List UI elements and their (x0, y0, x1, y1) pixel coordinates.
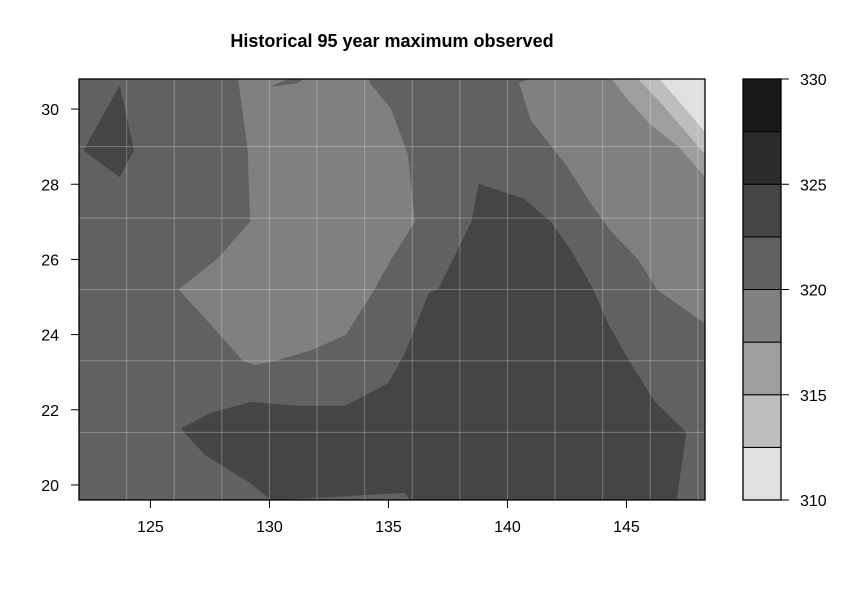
colorbar-swatch (742, 446, 782, 501)
colorbar-swatch (742, 341, 782, 396)
y-axis: 20 22 24 26 28 30 (41, 102, 79, 495)
x-tick-label: 135 (375, 519, 402, 536)
colorbar-tick-label: 320 (800, 283, 827, 300)
colorbar-swatch (742, 131, 782, 185)
plot-frame (78, 78, 706, 501)
colorbar-tick-label: 310 (800, 493, 827, 510)
y-tick-label: 20 (41, 478, 59, 495)
colorbar-swatch (742, 78, 782, 133)
contour-regions (79, 79, 705, 500)
colorbar-swatch (742, 236, 782, 290)
y-tick-label: 26 (41, 252, 59, 269)
x-tick-label: 125 (137, 519, 164, 536)
colorbar-tick-label: 325 (800, 177, 827, 194)
contour-region-5 (659, 79, 705, 133)
contour-region-2 (518, 79, 705, 324)
y-tick-label: 30 (41, 102, 59, 119)
x-axis: 125 130 135 140 145 (137, 500, 640, 536)
contour-region-7 (180, 183, 687, 500)
colorbar-tick-label: 315 (800, 388, 827, 405)
contour-region-6 (83, 85, 135, 178)
contour-region-8 (271, 79, 304, 87)
chart-title: Historical 95 year maximum observed (230, 31, 553, 51)
y-tick-label: 24 (41, 328, 59, 345)
colorbar-swatch (742, 394, 782, 448)
x-tick-label: 145 (613, 519, 640, 536)
grid-lines (79, 79, 705, 500)
colorbar-tick-label: 330 (800, 72, 827, 89)
x-tick-label: 130 (256, 519, 283, 536)
contour-region-1 (178, 79, 415, 366)
colorbar-swatch (742, 289, 782, 343)
x-tick-label: 140 (494, 519, 521, 536)
colorbar-swatch (742, 183, 782, 238)
y-tick-label: 22 (41, 403, 59, 420)
colorbar: 310 315 320 325 330 (742, 72, 827, 510)
y-tick-label: 28 (41, 177, 59, 194)
